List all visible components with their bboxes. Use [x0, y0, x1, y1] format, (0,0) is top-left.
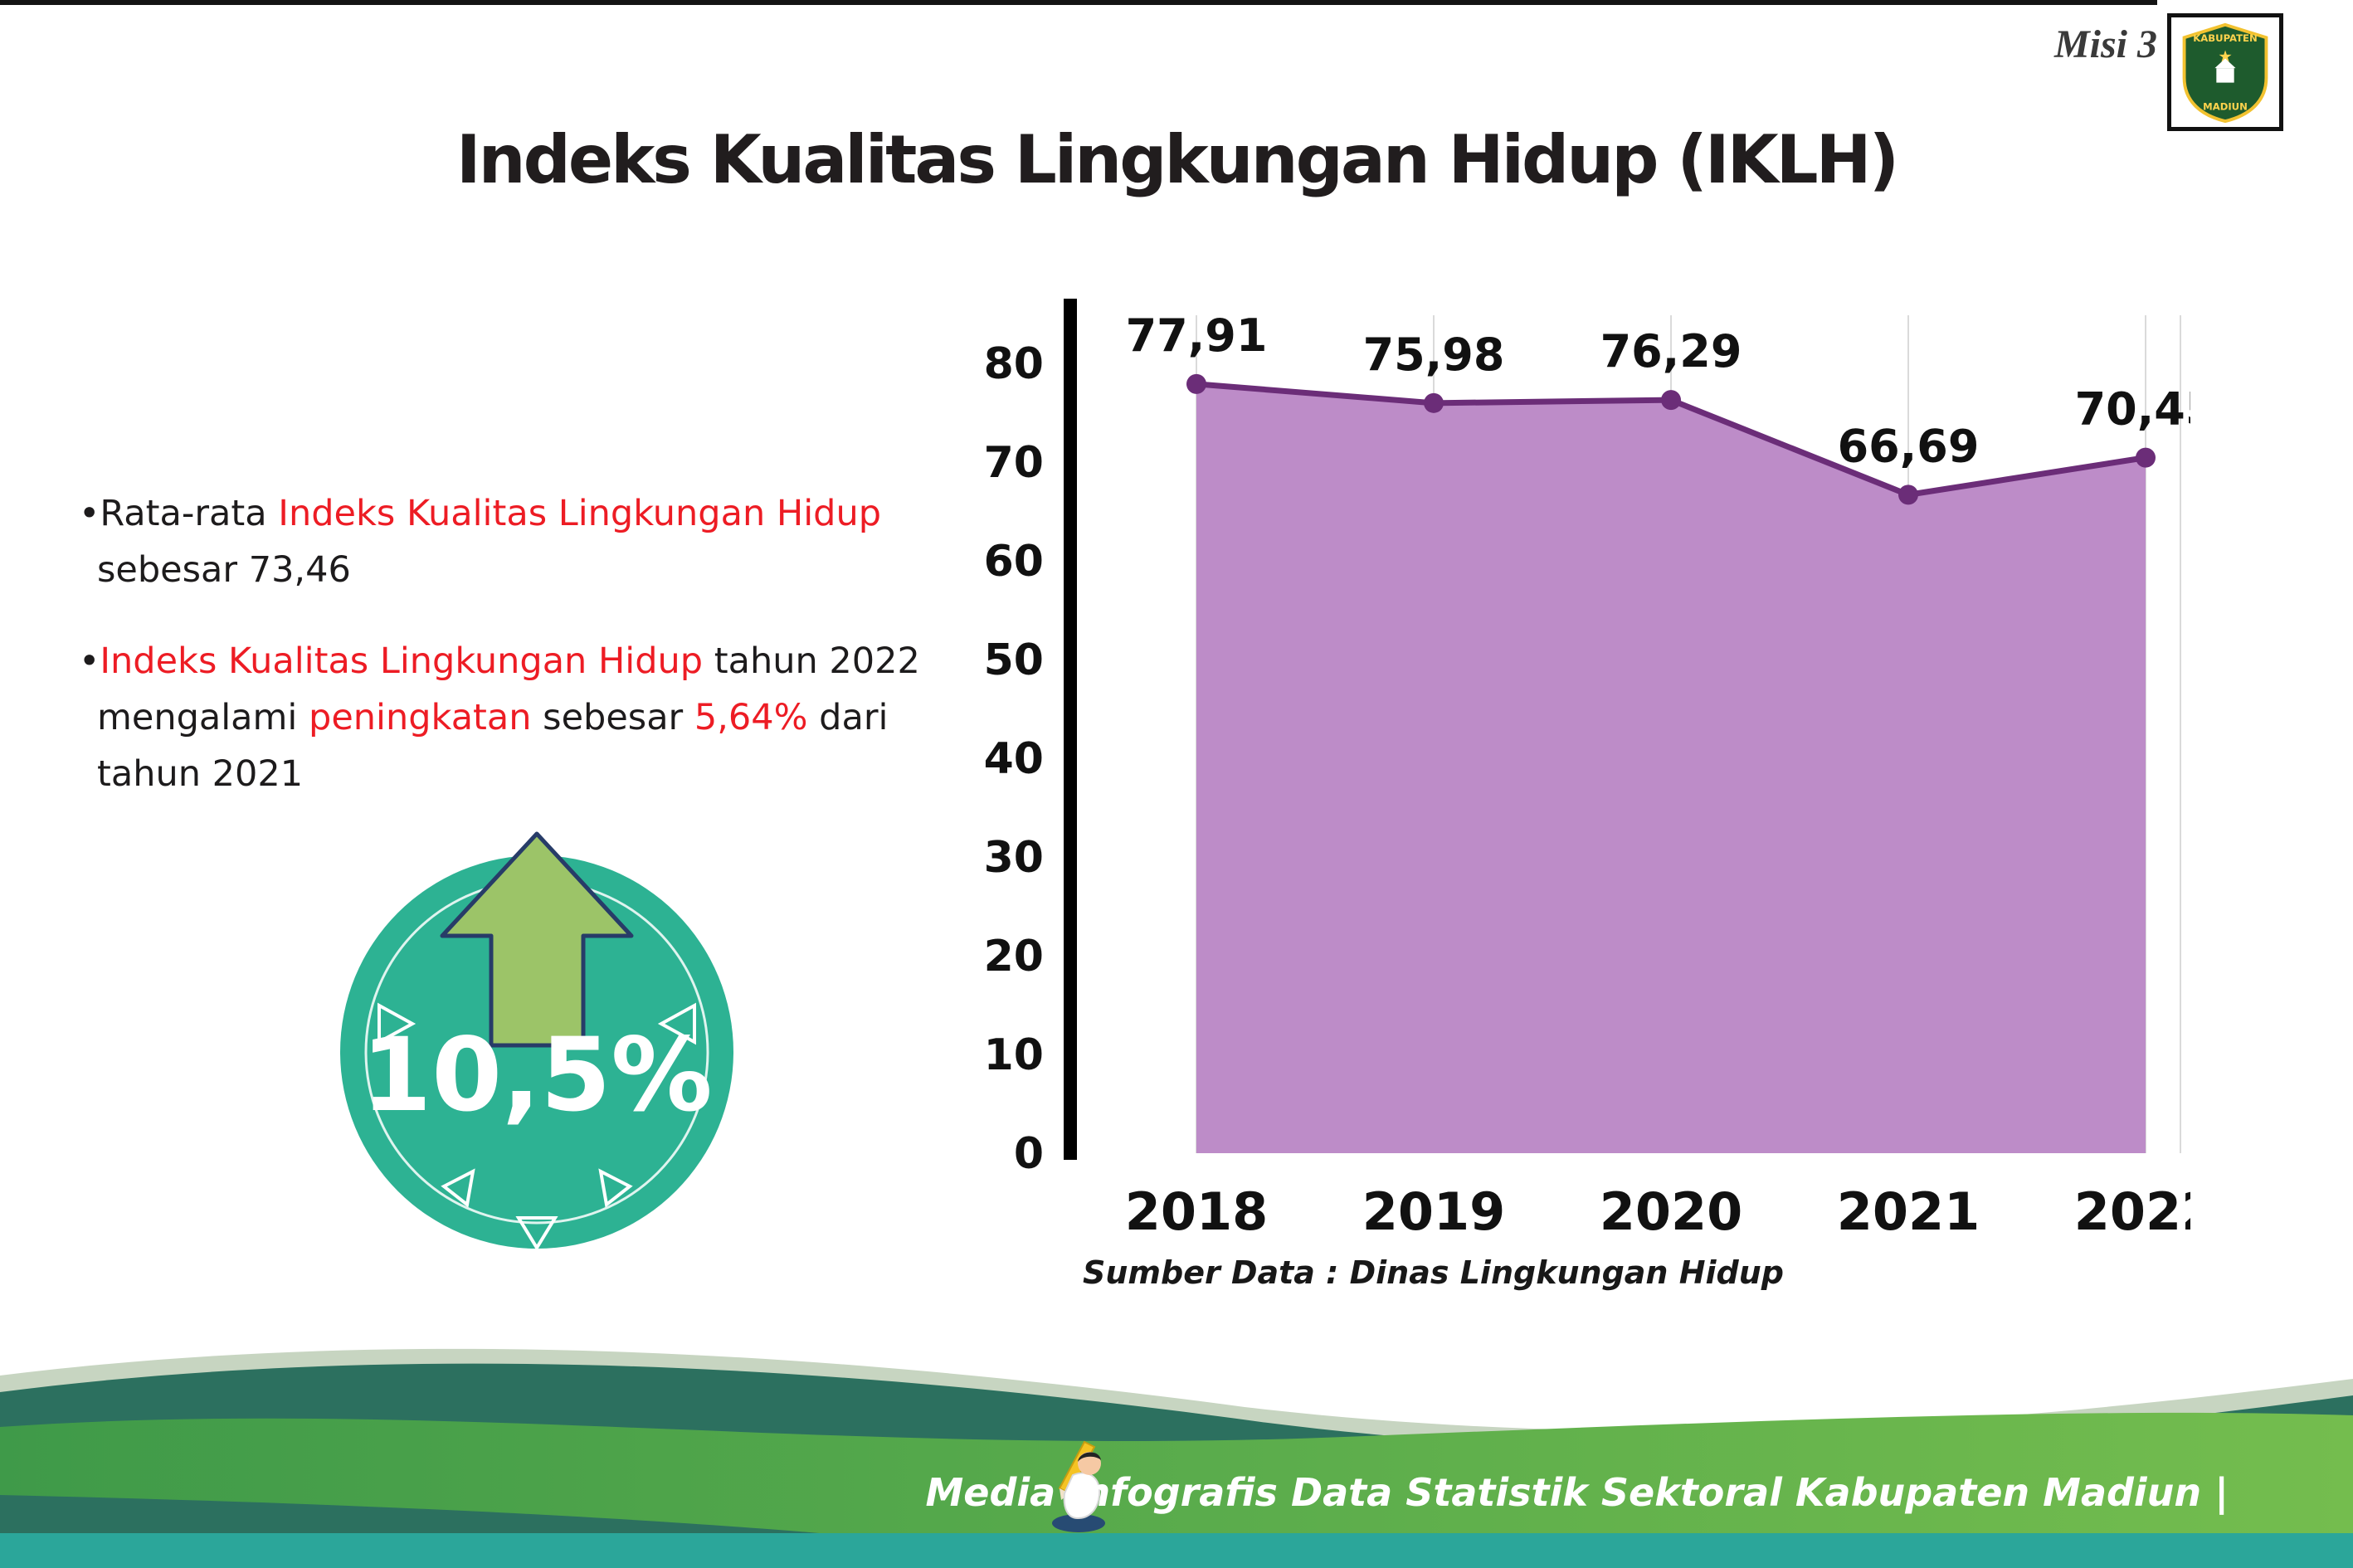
key-points: •Rata-rata Indeks Kualitas Lingkungan Hi…: [79, 485, 1016, 802]
y-tick-label: 70: [984, 438, 1044, 488]
y-tick-label: 0: [1014, 1129, 1044, 1179]
value-label: 77,91: [1126, 309, 1268, 362]
kabupaten-madiun-logo: KABUPATEN ★ MADIUN: [2167, 13, 2283, 131]
data-point: [2136, 447, 2156, 468]
value-label: 70,45: [2075, 383, 2190, 436]
bullet-increase-line2: mengalami peningkatan sebesar 5,64% dari: [79, 689, 1016, 746]
triangle-bottom-icon: [515, 1216, 558, 1251]
value-label: 66,69: [1838, 420, 1980, 472]
header-rule: [0, 0, 2157, 5]
text-red: Indeks Kualitas Lingkungan Hidup: [278, 493, 881, 534]
crest-line2: MADIUN: [2203, 101, 2248, 113]
misi-label: Misi 3: [2053, 22, 2157, 66]
data-point: [1898, 485, 1918, 505]
x-tick-label: 2019: [1362, 1181, 1506, 1242]
badge-value: 10,5%: [361, 1016, 712, 1134]
y-tick-label: 80: [984, 339, 1044, 389]
y-tick-label: 50: [984, 635, 1044, 685]
y-tick-label: 40: [984, 734, 1044, 784]
bullet-increase: •Indeks Kualitas Lingkungan Hidup tahun …: [79, 633, 1016, 802]
text-dark: mengalami: [97, 697, 309, 738]
mascot-hair: [1078, 1452, 1101, 1462]
wave-green: [0, 1412, 2353, 1568]
x-tick-label: 2021: [1837, 1181, 1980, 1242]
text-red: 5,64%: [694, 697, 808, 738]
arrow-up-icon: [440, 831, 634, 1048]
y-tick-label: 60: [984, 537, 1044, 587]
text-dark: sebesar 73,46: [97, 549, 351, 591]
text-red: Indeks Kualitas Lingkungan Hidup: [100, 640, 704, 682]
page-title: Indeks Kualitas Lingkungan Hidup (IKLH): [455, 121, 1899, 198]
data-point: [1424, 392, 1444, 413]
text-dark: •Rata-rata: [79, 493, 279, 534]
badge-circle: [340, 855, 733, 1249]
footer-credit: Media Infografis Data Statistik Sektoral…: [925, 1470, 2229, 1515]
text-red: peningkatan: [309, 697, 532, 738]
y-axis: [1064, 299, 1077, 1160]
triangle-bottom-right-icon: [598, 1168, 633, 1208]
area-fill: [1196, 383, 2146, 1154]
data-source: Sumber Data : Dinas Lingkungan Hidup: [1083, 1254, 1784, 1291]
y-tick-label: 10: [984, 1030, 1044, 1080]
increase-badge: 10,5%: [340, 831, 733, 1251]
footer-waves: [0, 1348, 2353, 1568]
bullet-increase-line3: tahun 2021: [79, 746, 1016, 802]
mascot-body: [1063, 1472, 1101, 1520]
text-dark: dari: [807, 697, 889, 738]
triangle-bottom-left-icon: [441, 1168, 475, 1208]
data-point: [1661, 390, 1681, 411]
text-dark: tahun 2021: [97, 753, 304, 795]
text-dark: tahun 2022: [703, 640, 920, 682]
text-dark: sebesar: [531, 697, 694, 738]
value-label: 76,29: [1600, 325, 1742, 377]
data-point: [1186, 373, 1206, 394]
x-tick-label: 2022: [2074, 1181, 2190, 1242]
crest-line1: KABUPATEN: [2193, 32, 2257, 44]
y-tick-label: 30: [984, 833, 1044, 883]
crest-star-icon: ★: [2218, 46, 2232, 66]
mascot-icon: [1052, 1440, 1105, 1532]
x-tick-label: 2020: [1600, 1181, 1743, 1242]
crest-icon: KABUPATEN ★ MADIUN: [2182, 22, 2268, 124]
bullet-increase-line1: •Indeks Kualitas Lingkungan Hidup tahun …: [79, 633, 1016, 689]
text-dark: •: [79, 640, 100, 682]
triangle-right-icon: [657, 1002, 696, 1045]
y-tick-label: 20: [984, 932, 1044, 981]
mascot-base: [1052, 1514, 1105, 1532]
crest-roof: [2214, 58, 2236, 69]
crest-gate: [2216, 68, 2234, 83]
triangle-left-icon: [378, 1002, 417, 1045]
bullet-average-line1: •Rata-rata Indeks Kualitas Lingkungan Hi…: [79, 485, 1016, 542]
bullet-average: •Rata-rata Indeks Kualitas Lingkungan Hi…: [79, 485, 1016, 598]
bullet-average-line2: sebesar 73,46: [79, 542, 1016, 598]
value-label: 75,98: [1363, 329, 1505, 381]
bottom-bar: [0, 1533, 2353, 1568]
x-tick-label: 2018: [1125, 1181, 1269, 1242]
iklh-area-chart: 77,91 75,98 76,29 66,69 70,45 0 10 20 30 40 50 60 70…: [984, 299, 2190, 1242]
